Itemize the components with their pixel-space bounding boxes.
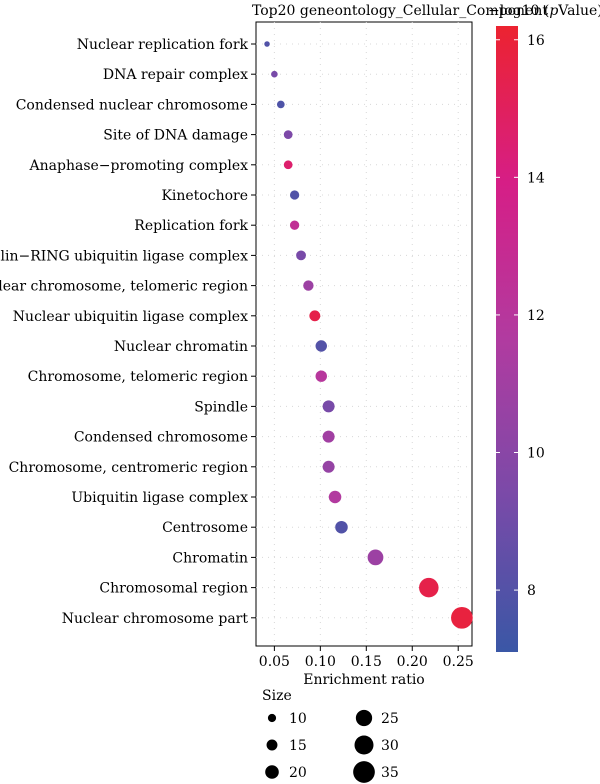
category-labels: Nuclear replication fork DNA repair compl… bbox=[0, 37, 256, 627]
data-point bbox=[283, 160, 293, 170]
data-point bbox=[289, 190, 300, 200]
data-point bbox=[367, 549, 384, 566]
category-label: Replication fork bbox=[134, 218, 248, 234]
size-legend-label: 25 bbox=[381, 711, 399, 727]
x-tick-label: 0.15 bbox=[351, 654, 382, 670]
category-label: Nuclear chromosome part bbox=[62, 611, 249, 627]
x-tick-label: 0.05 bbox=[259, 654, 290, 670]
grid-layer bbox=[256, 22, 472, 646]
data-point bbox=[315, 370, 327, 382]
category-label: Chromosome, telomeric region bbox=[28, 369, 248, 385]
x-tick-label: 0.25 bbox=[443, 654, 474, 670]
category-label: Condensed nuclear chromosome bbox=[16, 97, 248, 113]
category-label: Condensed chromosome bbox=[74, 430, 248, 446]
data-point bbox=[283, 130, 293, 139]
color-legend-title: −log10 (pValue) bbox=[488, 3, 600, 19]
size-legend-title: Size bbox=[262, 688, 292, 704]
category-label: Kinetochore bbox=[161, 188, 248, 204]
data-point bbox=[309, 310, 321, 322]
size-legend-dot bbox=[355, 709, 373, 727]
data-point bbox=[335, 520, 348, 534]
size-legend-label: 10 bbox=[289, 711, 307, 727]
data-point bbox=[328, 490, 342, 504]
category-label: Nuclear chromatin bbox=[114, 339, 248, 355]
size-legend-dot bbox=[265, 765, 279, 779]
color-tick-label: 8 bbox=[527, 583, 536, 599]
size-legend-dot bbox=[267, 713, 277, 723]
data-point bbox=[303, 280, 314, 291]
data-point bbox=[289, 220, 300, 230]
category-label: Nuclear chromosome, telomeric region bbox=[0, 279, 248, 295]
size-legend-dot bbox=[354, 735, 374, 755]
chart-title: Top20 geneontology_Cellular_Component bbox=[252, 3, 548, 19]
category-label: Spindle bbox=[194, 399, 248, 415]
data-point bbox=[322, 400, 335, 413]
category-label: Chromosome, centromeric region bbox=[9, 460, 248, 476]
category-label: Chromatin bbox=[172, 550, 248, 566]
category-label: Centrosome bbox=[162, 520, 248, 536]
point-layer bbox=[264, 41, 473, 629]
category-label: Nuclear replication fork bbox=[77, 37, 249, 53]
category-label: Anaphase−promoting complex bbox=[29, 158, 249, 174]
x-tick-label: 0.10 bbox=[305, 654, 336, 670]
category-label: Chromosomal region bbox=[99, 581, 248, 597]
size-legend-label: 35 bbox=[381, 765, 399, 781]
data-point bbox=[419, 577, 439, 598]
color-bar bbox=[496, 26, 518, 652]
color-legend: −log10 (pValue) 8 10 12 14 16 bbox=[488, 3, 600, 652]
size-legend-label: 15 bbox=[289, 738, 307, 754]
category-label: Site of DNA damage bbox=[103, 128, 248, 144]
data-point bbox=[264, 41, 270, 47]
size-legend-label: 20 bbox=[289, 765, 307, 781]
x-axis-title: Enrichment ratio bbox=[303, 672, 425, 688]
plot-frame bbox=[255, 21, 473, 647]
plot-panel bbox=[255, 21, 473, 647]
data-point bbox=[451, 606, 473, 629]
size-legend-dot bbox=[353, 761, 375, 783]
data-point bbox=[322, 460, 335, 473]
category-label: Cullin−RING ubiquitin ligase complex bbox=[0, 248, 248, 264]
color-tick-label: 14 bbox=[527, 170, 545, 186]
color-tick-label: 16 bbox=[527, 33, 545, 49]
size-legend-items: 10 15 20 25 30 35 bbox=[265, 709, 399, 783]
data-point bbox=[271, 70, 278, 78]
category-label: DNA repair complex bbox=[103, 67, 248, 83]
color-bar-ticks: 8 10 12 14 16 bbox=[496, 33, 545, 599]
data-point bbox=[322, 430, 335, 443]
category-label: Ubiquitin ligase complex bbox=[71, 490, 248, 506]
x-tick-label: 0.20 bbox=[397, 654, 428, 670]
data-point bbox=[296, 250, 306, 261]
x-axis: 0.05 0.10 0.15 0.20 0.25 bbox=[259, 646, 474, 670]
size-legend: Size 10 15 20 25 30 35 bbox=[262, 688, 399, 783]
size-legend-dot bbox=[266, 739, 278, 751]
size-legend-label: 30 bbox=[381, 738, 399, 754]
data-point bbox=[276, 100, 285, 109]
color-tick-label: 10 bbox=[527, 446, 545, 462]
data-point bbox=[315, 340, 327, 352]
category-label: Nuclear ubiquitin ligase complex bbox=[13, 309, 248, 325]
color-tick-label: 12 bbox=[527, 308, 545, 324]
